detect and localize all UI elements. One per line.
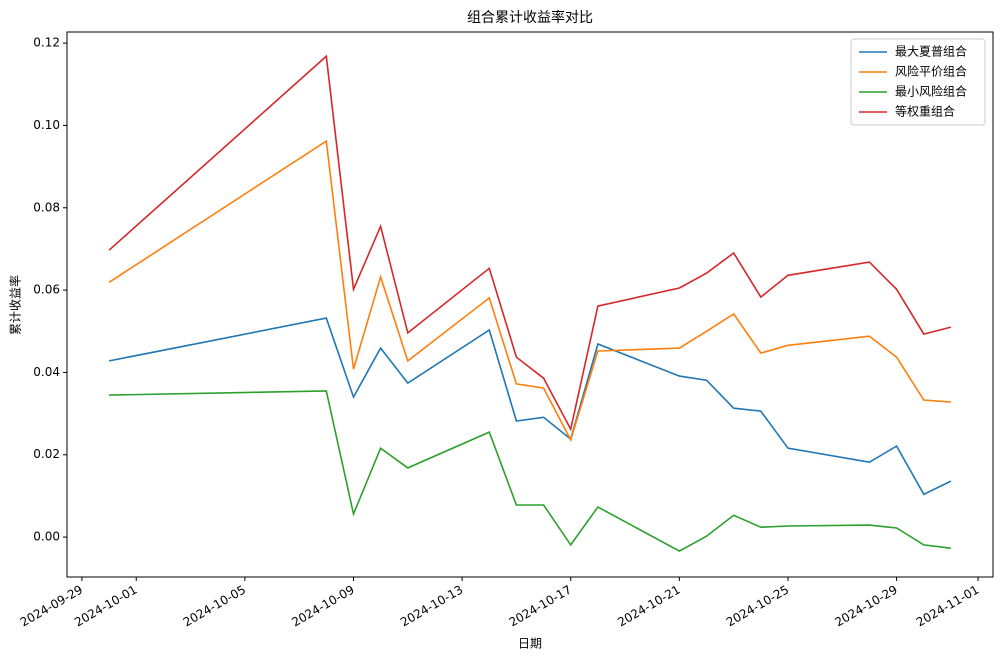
y-tick-label: 0.06 [33, 283, 60, 297]
y-tick-label: 0.02 [33, 447, 60, 461]
y-tick-label: 0.04 [33, 365, 60, 379]
plot-frame [66, 31, 994, 578]
y-tick-label: 0.00 [33, 530, 60, 544]
series-line [109, 390, 951, 553]
y-tick-label: 0.12 [33, 36, 60, 50]
y-axis-label: 累计收益率 [8, 275, 23, 335]
series-line [108, 54, 952, 432]
x-axis-label: 日期 [518, 637, 542, 651]
legend-box [850, 38, 986, 126]
legend-label: 最大夏普组合 [895, 44, 967, 59]
y-tick-label: 0.10 [33, 118, 60, 132]
legend-label: 风险平价组合 [895, 64, 967, 79]
series-line [108, 139, 951, 442]
y-tick-label: 0.08 [33, 200, 60, 214]
legend-label: 最小风险组合 [895, 84, 967, 99]
series-line [108, 317, 952, 496]
legend-label: 等权重组合 [895, 104, 955, 119]
chart-title: 组合累计收益率对比 [467, 9, 593, 26]
